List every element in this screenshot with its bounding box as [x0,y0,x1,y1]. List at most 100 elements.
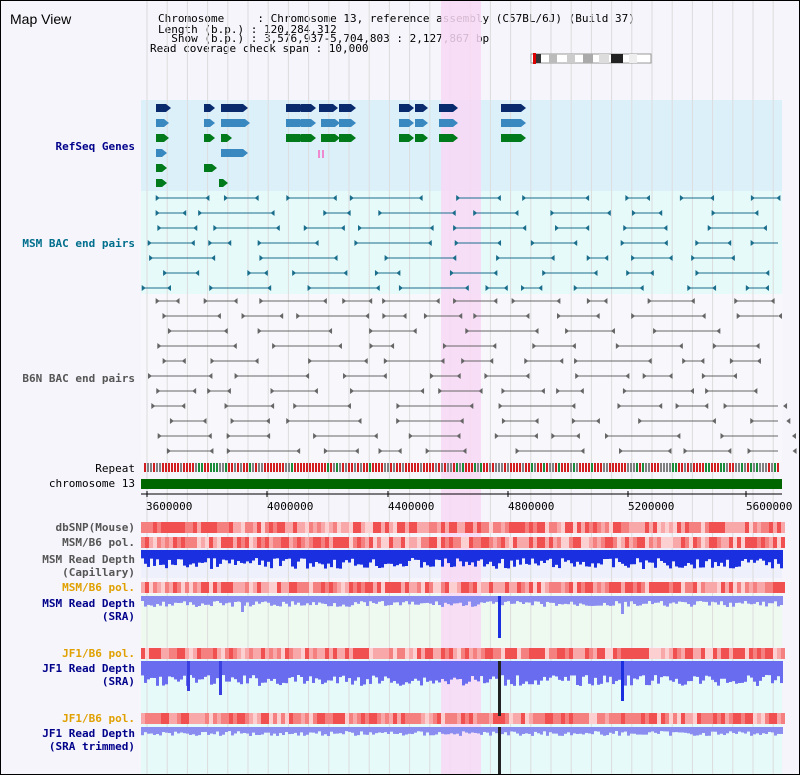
msm-read-depth-capillary-label[interactable]: MSM Read Depth (Capillary) [42,553,135,579]
depth-bin [444,661,447,682]
depth-spike [187,661,190,691]
depth-bin [294,550,297,569]
bac-end [147,373,152,379]
repeat-feature [333,463,335,472]
repeat-feature [216,463,218,472]
pol-bin [749,582,753,593]
depth-bin [192,727,195,735]
depth-bin [723,550,726,567]
pol-bin [553,537,557,548]
depth-bin [762,661,765,677]
pol-bin [569,713,573,724]
depth-bin [462,550,465,567]
repeat-feature [756,463,758,472]
depth-bin [201,661,204,680]
depth-bin [660,596,663,602]
depth-bin [261,661,264,683]
depth-bin [186,596,189,606]
bac-end [343,373,348,379]
pol-bin [197,522,201,533]
repeat-feature [318,463,320,472]
pol-bin [737,522,741,533]
pol-bin [717,537,721,548]
pol-bin [685,582,689,593]
jf1-b6-pol-label-2[interactable]: JF1/B6 pol. [62,712,135,725]
bac-end [550,210,555,216]
pol-bin [353,522,357,533]
gene-block [286,119,300,127]
bac-end [532,343,537,349]
depth-bin [195,550,198,567]
pol-bin [433,537,437,548]
gene-arrow [423,134,428,142]
depth-bin [558,727,561,736]
depth-bin [249,550,252,564]
pol-bin [297,522,301,533]
depth-bin [396,661,399,684]
pol-bin [217,537,221,548]
pol-bin [733,582,737,593]
depth-bin [543,596,546,607]
gene-block [321,119,335,127]
depth-bin [756,596,759,603]
pol-bin [221,537,225,548]
repeat-feature [657,463,659,472]
pol-bin [709,648,713,659]
pol-bin [609,537,613,548]
bac-end [293,403,298,409]
pol-bin [141,582,145,593]
gene-block [301,134,311,142]
depth-bin [207,596,210,605]
pol-bin [185,522,189,533]
jf1-b6-pol-label-1[interactable]: JF1/B6 pol. [62,647,135,660]
repeat-feature [642,463,644,472]
pol-bin [197,713,201,724]
pol-bin [593,582,597,593]
pol-bin [457,713,461,724]
repeat-feature [513,463,515,472]
bac-end [493,270,498,276]
bac-end [682,358,687,364]
jf1-read-depth-trimmed-label[interactable]: JF1 Read Depth (SRA trimmed) [42,727,135,753]
msm-b6-pol-label-2[interactable]: MSM/B6 pol. [62,581,135,594]
bac-end [226,448,231,454]
depth-bin [267,550,270,562]
pol-bin [745,537,749,548]
bac-end [368,298,373,304]
bac-end [462,448,467,454]
depth-bin [315,661,318,679]
msm-b6-pol-label-1[interactable]: MSM/B6 pol. [62,536,135,549]
bac-end [308,358,313,364]
jf1-read-depth-sra-label[interactable]: JF1 Read Depth (SRA) [42,662,135,688]
repeat-feature [429,463,431,472]
pol-bin [193,713,197,724]
depth-bin [327,727,330,736]
depth-bin [669,661,672,681]
pol-bin [325,648,329,659]
pol-bin [565,522,569,533]
depth-bin [435,550,438,560]
depth-bin [372,661,375,676]
bac-end [350,388,355,394]
depth-bin [258,727,261,736]
repeat-feature [618,463,620,472]
bac-end [711,210,716,216]
depth-bin [603,596,606,603]
pol-bin [673,713,677,724]
msm-bac-label[interactable]: MSM BAC end pairs [22,237,135,250]
bac-end [667,448,672,454]
pol-bin [301,648,305,659]
depth-bin [282,661,285,683]
dbsnp-label[interactable]: dbSNP(Mouse) [55,521,135,534]
msm-read-depth-sra-label[interactable]: MSM Read Depth (SRA) [42,597,135,623]
depth-bin [456,727,459,734]
bac-end [454,240,459,246]
b6n-bac-label[interactable]: B6N BAC end pairs [22,372,135,385]
depth-bin [273,596,276,605]
bac-end [383,358,388,364]
refseq-genes-label[interactable]: RefSeq Genes [55,140,135,153]
gene-arrow [409,104,414,112]
depth-bin [768,661,771,676]
depth-bin [333,727,336,734]
